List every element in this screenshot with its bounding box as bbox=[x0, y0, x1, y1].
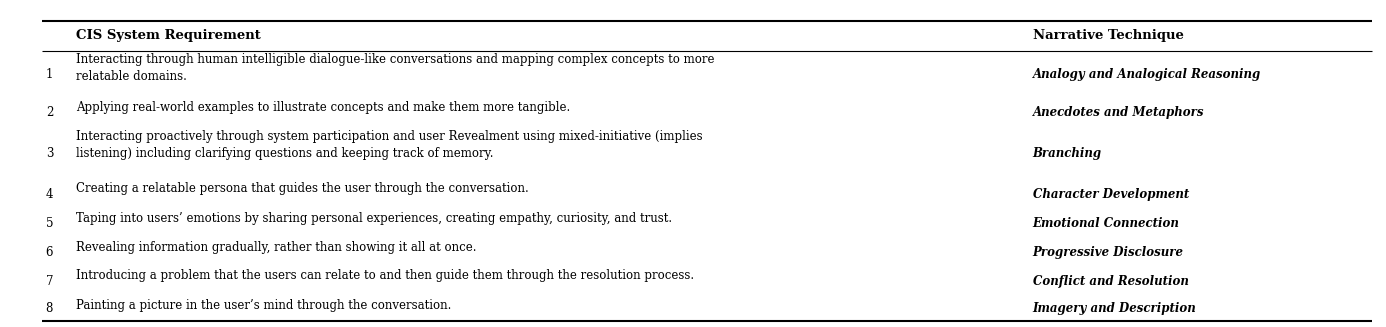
Text: 5: 5 bbox=[46, 217, 53, 231]
Text: 1: 1 bbox=[46, 68, 53, 81]
Text: CIS System Requirement: CIS System Requirement bbox=[76, 29, 261, 43]
Text: Interacting through human intelligible dialogue-like conversations and mapping c: Interacting through human intelligible d… bbox=[76, 53, 715, 83]
Text: Creating a relatable persona that guides the user through the conversation.: Creating a relatable persona that guides… bbox=[76, 182, 529, 196]
Text: Applying real-world examples to illustrate concepts and make them more tangible.: Applying real-world examples to illustra… bbox=[76, 101, 571, 114]
Text: Interacting proactively through system participation and user Revealment using m: Interacting proactively through system p… bbox=[76, 130, 703, 160]
Text: Anecdotes and Metaphors: Anecdotes and Metaphors bbox=[1033, 106, 1204, 119]
Text: Introducing a problem that the users can relate to and then guide them through t: Introducing a problem that the users can… bbox=[76, 269, 694, 282]
Text: Painting a picture in the user’s mind through the conversation.: Painting a picture in the user’s mind th… bbox=[76, 299, 452, 312]
Text: Character Development: Character Development bbox=[1033, 188, 1189, 201]
Text: Revealing information gradually, rather than showing it all at once.: Revealing information gradually, rather … bbox=[76, 241, 477, 254]
Text: 3: 3 bbox=[46, 147, 53, 160]
Text: Conflict and Resolution: Conflict and Resolution bbox=[1033, 275, 1188, 288]
Text: Emotional Connection: Emotional Connection bbox=[1033, 217, 1179, 231]
Text: Analogy and Analogical Reasoning: Analogy and Analogical Reasoning bbox=[1033, 68, 1261, 81]
Text: Narrative Technique: Narrative Technique bbox=[1033, 29, 1184, 43]
Text: 8: 8 bbox=[46, 302, 53, 315]
Text: Imagery and Description: Imagery and Description bbox=[1033, 302, 1196, 315]
Text: 4: 4 bbox=[46, 188, 53, 201]
Text: Branching: Branching bbox=[1033, 147, 1102, 160]
Text: 6: 6 bbox=[46, 246, 53, 259]
Text: Progressive Disclosure: Progressive Disclosure bbox=[1033, 246, 1184, 259]
Text: 2: 2 bbox=[46, 106, 53, 119]
Text: Taping into users’ emotions by sharing personal experiences, creating empathy, c: Taping into users’ emotions by sharing p… bbox=[76, 212, 672, 225]
Text: 7: 7 bbox=[46, 275, 53, 288]
